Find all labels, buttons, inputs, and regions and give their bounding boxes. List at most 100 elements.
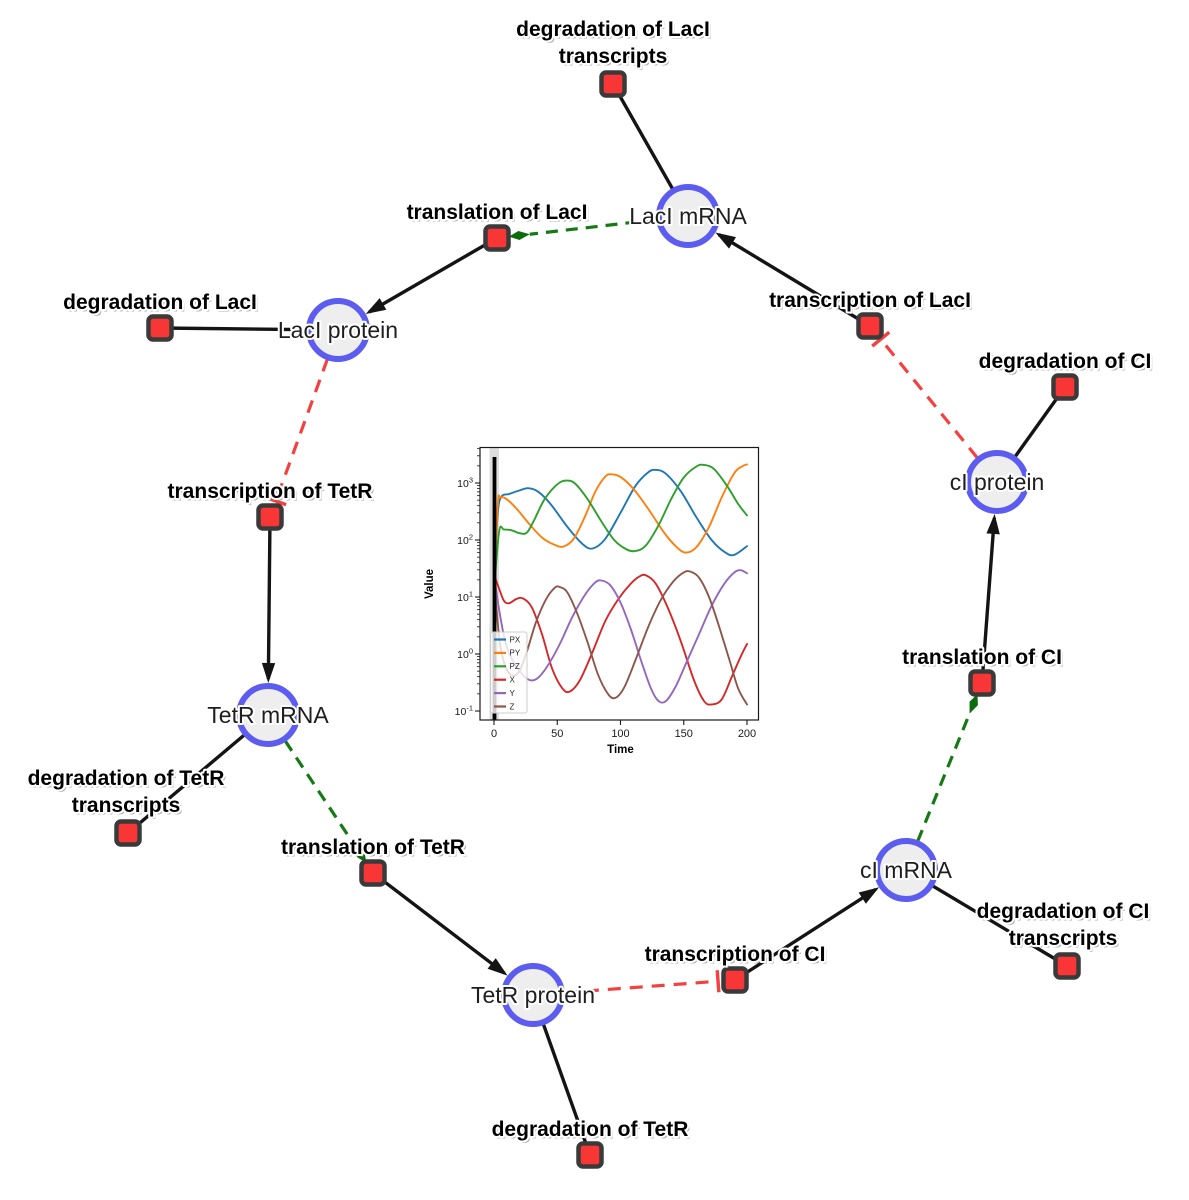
reaction-label-shadow: transcription of TetR [170,483,375,506]
legend-label-PY: PY [510,649,521,658]
arrowhead-icon [487,958,508,976]
y-tick-label: 101 [457,590,473,605]
x-tick-label: 0 [491,728,497,740]
edge-activation-ci-mrna-translation-ci [916,712,972,842]
edge-inhibition-ci-protein-transcription-laci [882,342,979,459]
edge-inhibition-laci-protein-transcription-tetr [276,358,329,497]
y-tick-label: 103 [457,476,473,491]
species-label-ci-mrna: cI mRNA [860,857,953,883]
species-node-tetr-mrna [236,683,300,747]
series-X [493,573,748,706]
activation-arrowhead-icon [969,694,978,714]
series-PY [493,463,748,588]
reaction-label-shadow: transcripts [1011,930,1120,953]
reaction-node-transcription-laci [856,312,884,340]
reaction-label-deg-ci-transcripts: degradation of CI [977,900,1150,923]
x-tick-label: 200 [738,728,756,740]
species-node-laci-mrna [656,184,720,248]
arrowhead-icon [986,513,1000,535]
species-node-tetr-protein [501,963,565,1027]
x-axis-title: Time [607,744,634,756]
reaction-label-deg-laci: degradation of LacI [63,291,257,314]
y-tick-label: 10-1 [455,704,473,719]
reaction-node-deg-laci [146,314,174,342]
species-label-tetr-protein: TetR protein [471,982,595,1008]
inhibition-tbar-icon [871,330,891,348]
species-node-ci-protein [965,450,1029,514]
edge-activation-tetr-mrna-translation-tetr [283,739,357,847]
legend-label-Y: Y [510,689,516,698]
x-tick-label: 100 [611,728,629,740]
edge-activation-laci-mrna-translation-laci [529,217,658,236]
edge-arrow-transcription-tetr-tetr-mrna [266,516,272,680]
arrowhead-icon [858,887,880,904]
reaction-node-deg-ci-transcripts [1053,952,1081,980]
reaction-label-shadow: translation of CI [904,649,1064,672]
reaction-label-translation-tetr: translation of TetR [281,836,465,859]
x-tick-label: 150 [675,728,693,740]
reaction-label-deg-ci-transcripts: transcripts [1009,927,1118,950]
edge-arrow-transcription-ci-ci-mrna [734,888,877,982]
species-node-laci-protein [306,298,370,362]
reaction-node-transcription-ci [721,966,749,994]
edge-inhibition-tetr-protein-transcription-ci [563,980,714,995]
x-tick-label: 50 [551,728,563,740]
arrowhead-icon [715,232,736,249]
reaction-label-transcription-ci: transcription of CI [645,943,826,966]
legend-label-Z: Z [510,702,515,711]
species-label-ci-protein: cI protein [950,469,1045,495]
reaction-node-translation-ci [968,669,996,697]
y-tick-label: 102 [457,533,473,548]
reaction-label-translation-ci: translation of CI [902,646,1062,669]
reaction-label-shadow: degradation of LacI [65,294,259,317]
reaction-node-deg-ci [1051,373,1079,401]
reaction-label-shadow: degradation of CI [981,353,1154,376]
reaction-label-shadow: degradation of CI [979,903,1152,926]
activation-arrowhead-icon [354,845,367,864]
edge-arrow-transcription-laci-laci-mrna [717,233,871,328]
reaction-node-translation-laci [483,224,511,252]
reaction-label-shadow: degradation of TetR [30,770,227,793]
reaction-label-shadow: transcripts [561,48,670,71]
arrowhead-icon [365,298,387,314]
reaction-label-transcription-laci: transcription of LacI [769,289,971,312]
reaction-node-transcription-tetr [256,503,284,531]
reaction-label-transcription-tetr: transcription of TetR [168,480,373,503]
legend-label-PX: PX [510,635,521,644]
reaction-label-deg-tetr-transcripts: transcripts [72,794,181,817]
inhibition-tbar-icon [715,970,721,993]
reaction-node-translation-tetr [359,859,387,887]
arrowhead-icon [261,662,276,684]
reaction-label-shadow: transcripts [74,797,183,820]
reaction-node-deg-tetr-transcripts [114,819,142,847]
legend-label-X: X [510,676,516,685]
reaction-label-shadow: degradation of TetR [494,1121,691,1144]
species-layer: LacI mRNA LacI protein TetR mRNA TetR prote… [205,184,1046,1027]
reaction-node-deg-laci-transcripts [599,70,627,98]
reaction-label-deg-laci-transcripts: degradation of LacI [516,18,710,41]
y-tick-label: 100 [457,647,473,662]
inhibition-tbar-icon [264,495,287,507]
y-axis-title: Value [424,569,436,599]
species-node-ci-mrna [874,838,938,902]
inset-plot: 0 50 100 150 200 103 102 101 100 10-1 Time Value PX P… [424,446,760,756]
reaction-label-shadow: transcription of LacI [771,292,973,315]
reaction-node-deg-tetr [576,1141,604,1169]
species-label-laci-protein: LacI protein [278,317,398,343]
reaction-label-deg-tetr-transcripts: degradation of TetR [28,767,225,790]
reaction-label-deg-tetr: degradation of TetR [492,1118,689,1141]
reaction-label-deg-ci: degradation of CI [979,350,1152,373]
series-PZ [493,463,748,594]
reactions-layer: degradation of LacI degradation of LacI tr… [26,16,1154,1169]
reaction-label-deg-laci-transcripts: transcripts [559,45,668,68]
series-PX [493,468,748,581]
reaction-label-translation-laci: translation of LacI [407,201,588,224]
reaction-label-shadow: translation of LacI [409,204,590,227]
edge-arrow-translation-tetr-tetr-protein [371,871,506,975]
edge-arrow-translation-ci-ci-protein [980,517,997,684]
edge-arrow-translation-laci-laci-protein [368,236,498,314]
reaction-label-shadow: degradation of LacI [518,21,712,44]
activation-arrowhead-icon [508,231,530,240]
